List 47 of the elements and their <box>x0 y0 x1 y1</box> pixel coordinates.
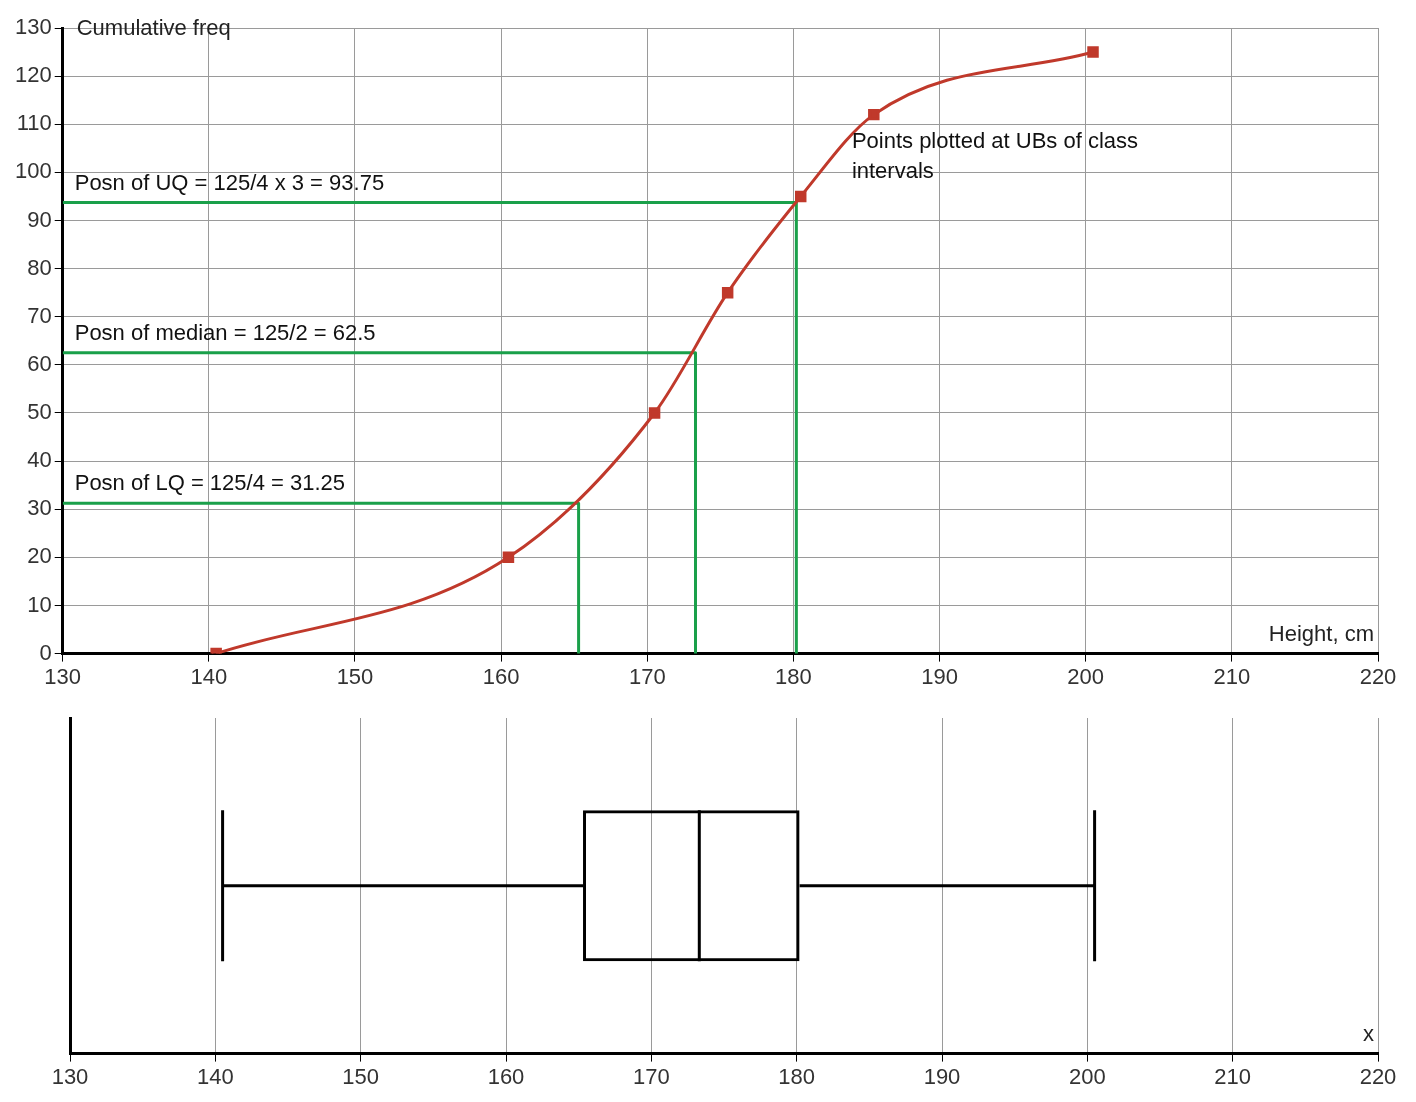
point <box>648 407 661 419</box>
y-axis-title: Cumulative freq <box>76 15 231 41</box>
point <box>794 190 807 203</box>
y-tick-label: 20 <box>27 543 52 569</box>
y-tick-label: 50 <box>27 399 52 425</box>
y-tick-label: 90 <box>27 206 52 232</box>
y-tick-label: 0 <box>39 639 52 665</box>
x-tick-label: 150 <box>336 663 374 689</box>
y-tick-label: 120 <box>14 62 52 88</box>
y-tick-label: 110 <box>16 110 52 136</box>
x-tick-label: 220 <box>1359 663 1397 689</box>
annotation: Points plotted at UBs of class intervals <box>851 128 1139 184</box>
y-tick-label: 80 <box>27 254 52 280</box>
x-tick-label: 130 <box>51 1063 89 1089</box>
y-tick-label: 100 <box>14 158 52 184</box>
y-tick-label: 130 <box>14 14 52 40</box>
x-tick-label: 180 <box>778 1063 816 1089</box>
x-tick-label: 140 <box>190 663 228 689</box>
y-tick-label: 70 <box>27 302 52 328</box>
x-axis-title: x <box>1363 1020 1374 1046</box>
x-tick-label: 190 <box>923 1063 961 1089</box>
x-tick-label: 210 <box>1214 1063 1252 1089</box>
point <box>868 108 880 121</box>
point <box>1087 46 1099 58</box>
x-tick-label: 160 <box>482 663 520 689</box>
x-tick-label: 200 <box>1068 1063 1106 1089</box>
x-tick-label: 160 <box>487 1063 525 1089</box>
x-tick-label: 140 <box>196 1063 234 1089</box>
y-tick-label: 60 <box>27 350 52 376</box>
y-tick-label: 40 <box>27 447 52 473</box>
x-tick-label: 220 <box>1359 1063 1397 1089</box>
x-axis-title: Height, cm <box>1268 620 1374 646</box>
point <box>502 551 515 564</box>
y-tick-label: 30 <box>27 495 52 521</box>
annotation: Posn of median = 125/2 = 62.5 <box>74 319 376 345</box>
x-tick-label: 190 <box>921 663 958 689</box>
x-tick-label: 170 <box>632 1063 670 1089</box>
x-tick-label: 210 <box>1213 663 1251 689</box>
x-tick-label: 180 <box>775 663 812 689</box>
y-tick-label: 10 <box>27 591 52 617</box>
annotation: Posn of LQ = 125/4 = 31.25 <box>74 470 346 496</box>
annotation: Posn of UQ = 125/4 x 3 = 93.75 <box>74 169 385 195</box>
x-tick-label: 200 <box>1067 663 1105 689</box>
x-tick-label: 130 <box>44 663 82 689</box>
x-tick-label: 150 <box>342 1063 380 1089</box>
x-tick-label: 170 <box>628 663 666 689</box>
point <box>721 286 734 299</box>
